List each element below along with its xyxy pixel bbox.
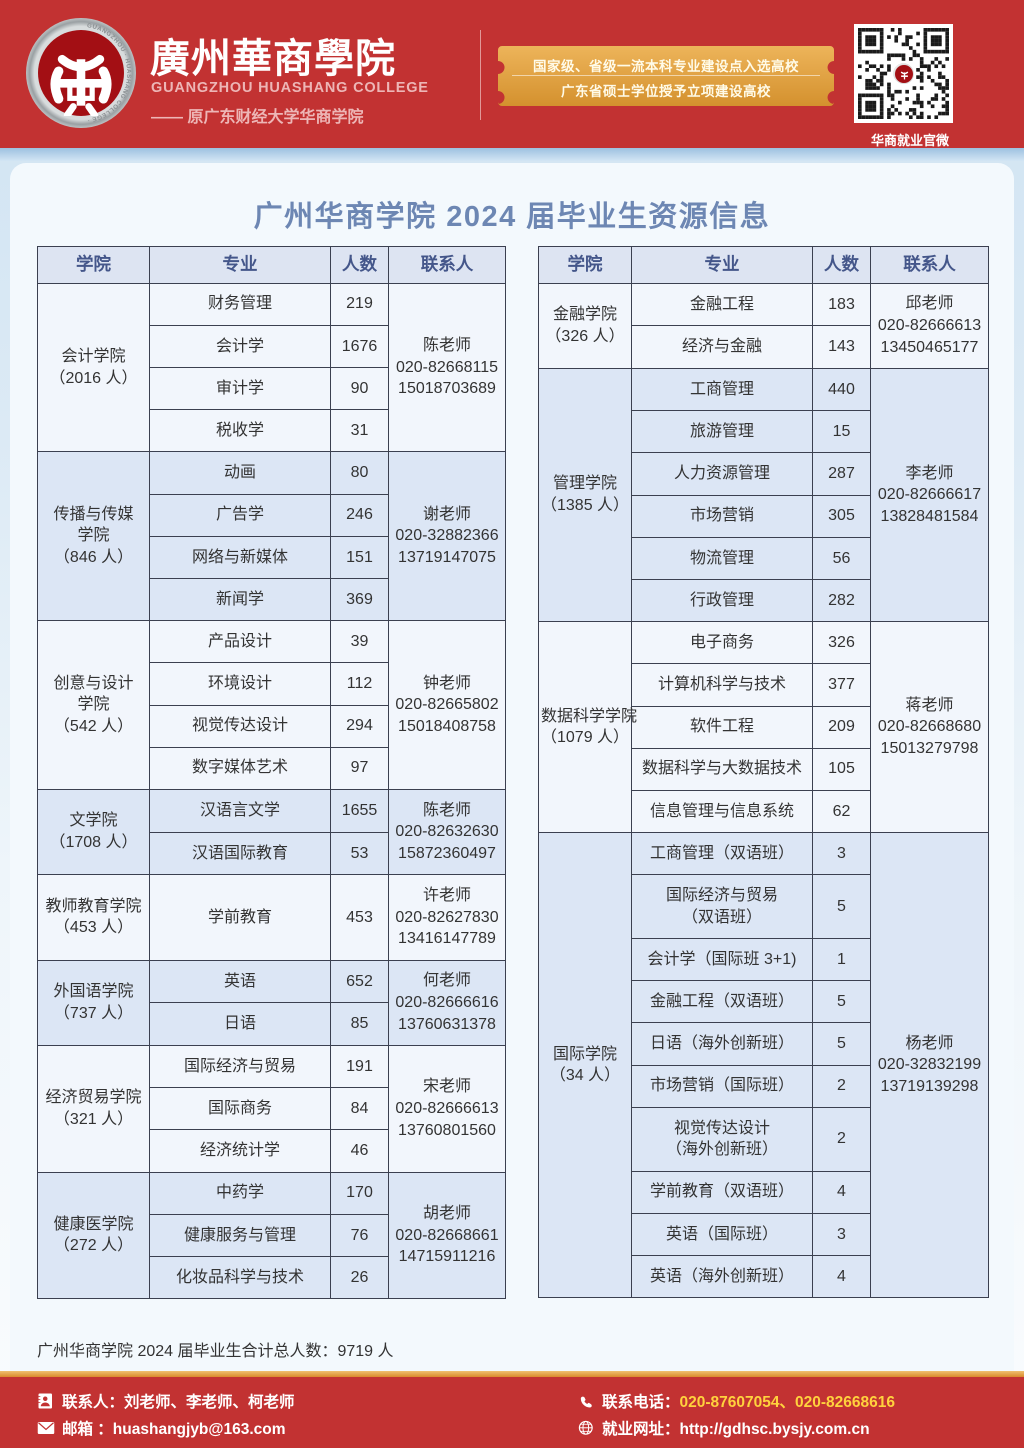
svg-text:GUANGZHOU · HUASHANG COLLEGE ·: GUANGZHOU · HUASHANG COLLEGE · [86,22,132,124]
